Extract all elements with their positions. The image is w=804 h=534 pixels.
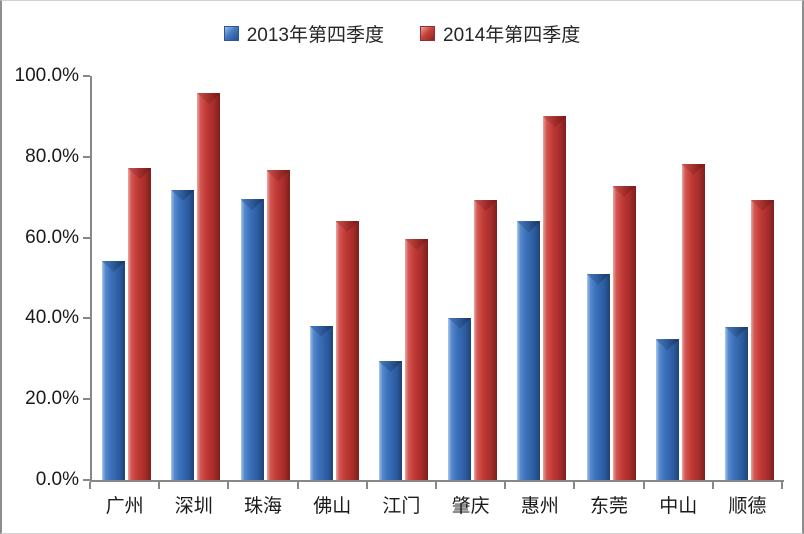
x-axis-label: 肇庆 (451, 496, 490, 517)
legend-label-2013: 2013年第四季度 (246, 25, 384, 46)
bar-2014 (197, 93, 221, 480)
x-axis-tick (296, 482, 299, 489)
bar-2014 (750, 200, 774, 480)
bar-2014 (335, 221, 359, 480)
x-axis-label: 江门 (382, 496, 421, 517)
chart-legend: 2013年第四季度 2014年第四季度 (2, 20, 802, 47)
bar-2013 (309, 325, 333, 480)
y-axis-label: 0.0% (35, 469, 79, 490)
y-axis-label: 100.0% (14, 65, 79, 86)
x-axis-label: 佛山 (313, 496, 352, 517)
legend-item-2013: 2013年第四季度 (223, 20, 384, 47)
x-axis-tick (504, 482, 507, 489)
bar-2013 (171, 189, 195, 480)
x-axis-tick (227, 482, 230, 489)
x-axis-tick (573, 482, 576, 489)
y-axis-tick (83, 479, 90, 481)
bar-2013 (448, 317, 472, 480)
legend-swatch-2014-icon (420, 26, 435, 41)
legend-item-2014: 2014年第四季度 (420, 20, 580, 47)
bar-group (300, 76, 369, 480)
bar-2013 (517, 221, 541, 480)
bar-2013 (586, 273, 610, 480)
x-axis-tick (89, 482, 91, 489)
y-axis-tick (83, 75, 90, 77)
x-axis-label: 东莞 (590, 496, 629, 517)
legend-label-2014: 2014年第四季度 (443, 25, 581, 46)
bar-group (576, 76, 645, 480)
x-axis-label: 珠海 (244, 496, 283, 517)
bar-2014 (681, 164, 705, 480)
bar-2014 (543, 116, 567, 480)
bar-group (92, 76, 161, 480)
x-axis-labels: 广州 深圳 珠海 佛山 江门 肇庆 惠州 东莞 中山 顺德 (90, 491, 782, 518)
x-axis-label: 深圳 (174, 496, 213, 517)
plot-area (90, 76, 784, 482)
bar-2013 (724, 326, 748, 480)
y-axis-tick (83, 155, 90, 158)
y-axis-tick (83, 317, 90, 320)
y-axis-label: 60.0% (25, 226, 79, 248)
bar-group (715, 76, 784, 480)
bar-group (438, 76, 507, 480)
x-axis-tick (642, 482, 645, 489)
y-axis-label: 40.0% (25, 307, 79, 329)
x-axis-tick (435, 482, 437, 489)
bar-2014 (612, 185, 636, 480)
bar-group (507, 76, 576, 480)
x-axis-tick (711, 482, 714, 489)
x-axis-label: 惠州 (520, 496, 559, 517)
y-axis-label: 20.0% (25, 388, 79, 410)
bar-2013 (655, 339, 679, 480)
bar-2014 (128, 168, 152, 480)
x-axis-label: 中山 (659, 496, 698, 517)
bar-2013 (378, 361, 402, 480)
bar-group (230, 76, 299, 480)
bar-2013 (102, 261, 126, 480)
x-axis-tick (365, 482, 368, 489)
bar-2014 (404, 238, 428, 480)
bar-group (369, 76, 438, 480)
x-axis-label: 顺德 (728, 496, 767, 517)
bar-2013 (240, 199, 264, 480)
x-axis-tick (781, 482, 783, 489)
bar-group (646, 76, 715, 480)
bar-group (161, 76, 230, 480)
x-axis-label: 广州 (105, 496, 144, 517)
bar-2014 (266, 170, 290, 480)
x-axis-tick (158, 482, 161, 489)
legend-swatch-2013-icon (223, 26, 239, 41)
y-axis-tick (83, 236, 90, 239)
y-axis-label: 80.0% (25, 145, 79, 167)
bar-2014 (474, 200, 498, 480)
y-axis-tick (83, 398, 90, 401)
